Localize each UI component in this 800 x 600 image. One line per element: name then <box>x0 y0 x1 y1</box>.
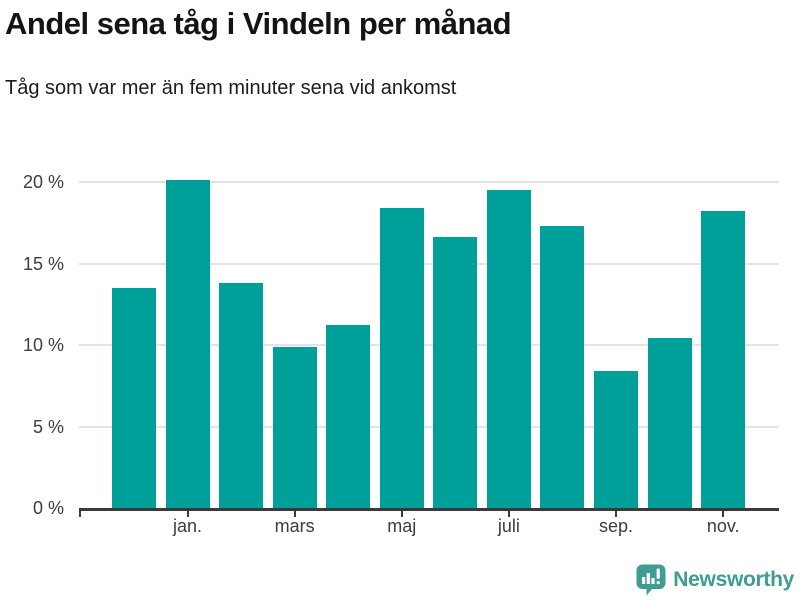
x-axis-label: nov. <box>706 516 740 536</box>
x-axis-label: sep. <box>599 516 634 536</box>
bar-nov <box>701 211 746 508</box>
bar-juni <box>433 237 478 508</box>
y-axis-label: 0 % <box>32 498 64 518</box>
x-axis-tick-sep <box>615 511 618 517</box>
bar-apr <box>326 325 371 508</box>
newsworthy-brand-text: Newsworthy <box>673 568 794 591</box>
y-axis-label: 10 % <box>22 335 64 355</box>
x-axis-tick-mars <box>293 511 296 517</box>
x-axis-start-tick <box>79 511 81 517</box>
bar-sep <box>594 371 639 508</box>
x-axis-label: jan. <box>173 516 203 536</box>
x-axis-tick-maj <box>400 511 403 517</box>
bar-dec <box>112 287 156 508</box>
bar-feb <box>219 283 264 508</box>
bar-maj <box>379 208 424 508</box>
bar-jan <box>165 180 210 508</box>
chart-subtitle: Tåg som var mer än fem minuter sena vid … <box>5 77 457 99</box>
newsworthy-logo[interactable]: Newsworthy <box>636 564 794 596</box>
gridline-20 <box>79 181 779 183</box>
x-axis-label: juli <box>497 516 520 536</box>
gridline-10 <box>79 344 779 346</box>
x-axis-label: maj <box>387 516 417 536</box>
x-axis-tick-juli <box>507 511 510 517</box>
x-axis-tick-jan <box>186 511 189 517</box>
bar-mars <box>272 346 317 508</box>
x-axis-line <box>79 508 779 511</box>
x-axis-tick-nov <box>722 511 725 517</box>
gridline-15 <box>79 262 779 265</box>
y-axis-label: 5 % <box>32 416 64 437</box>
x-axis-label: mars <box>274 516 315 536</box>
bar-juli <box>486 190 531 508</box>
chart-title: Andel sena tåg i Vindeln per månad <box>5 6 512 41</box>
y-axis-label: 15 % <box>22 253 64 274</box>
bar-aug <box>540 226 585 508</box>
y-axis-label: 20 % <box>22 172 64 192</box>
bar-okt <box>647 338 692 508</box>
bar-chart-speech-bubble-icon <box>636 564 666 596</box>
gridline-5 <box>79 425 779 428</box>
